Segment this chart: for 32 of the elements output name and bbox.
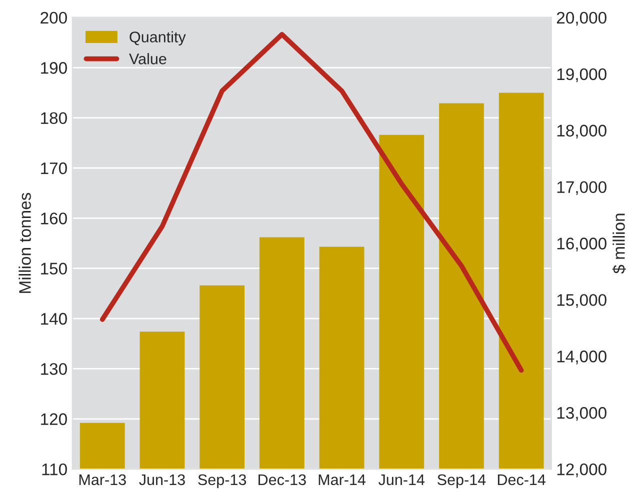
x-tick-label: Sep-14	[438, 474, 486, 488]
y2-axis-title: $ million	[612, 214, 626, 274]
y2-tick-label: 17,000	[557, 181, 606, 195]
y-tick-label: 110	[42, 463, 67, 476]
y-axis-title: Million tonnes	[18, 192, 31, 293]
legend-label: Quantity	[130, 31, 186, 46]
y2-tick-label: 14,000	[557, 350, 606, 364]
y2-tick-label: 20,000	[556, 12, 606, 26]
y2-tick-label: 16,000	[557, 238, 606, 252]
x-tick-label: Jun-13	[139, 474, 185, 486]
y2-tick-label: 19,000	[557, 68, 606, 82]
x-tick-label: Dec-14	[498, 474, 546, 486]
line-series	[100, 32, 524, 373]
x-tick-label: Dec-13	[258, 474, 306, 486]
y-tick-label: 180	[41, 112, 67, 124]
y-tick-label: 200	[40, 12, 67, 24]
y-tick-label: 170	[41, 162, 67, 174]
y2-tick-label: 13,000	[557, 407, 606, 421]
x-tick-label: Mar-13	[79, 474, 126, 486]
y-tick-label: 130	[41, 363, 67, 375]
y2-tick-label: 12,000	[557, 463, 606, 478]
y-tick-label: 190	[41, 62, 67, 74]
x-tick-label: Jun-14	[378, 474, 425, 486]
x-tick-label: Sep-13	[198, 474, 246, 488]
y2-tick-label: 15,000	[557, 294, 606, 308]
legend-label: Value	[129, 53, 166, 64]
y-tick-label: 140	[41, 312, 67, 325]
y-tick-label: 160	[41, 212, 67, 224]
y-tick-label: 150	[41, 262, 67, 275]
x-tick-label: Mar-14	[318, 474, 366, 486]
y-tick-label: 120	[41, 413, 67, 426]
y2-tick-label: 18,000	[557, 124, 606, 139]
